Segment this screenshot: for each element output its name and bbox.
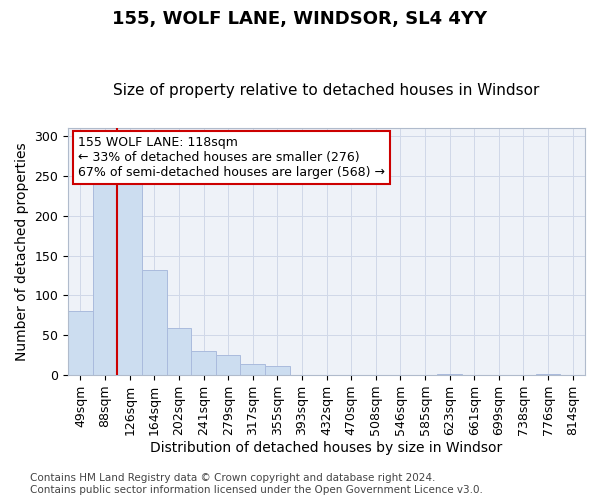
- Bar: [265, 366, 290, 375]
- Bar: [216, 355, 241, 375]
- Title: Size of property relative to detached houses in Windsor: Size of property relative to detached ho…: [113, 83, 540, 98]
- Text: 155 WOLF LANE: 118sqm
← 33% of detached houses are smaller (276)
67% of semi-det: 155 WOLF LANE: 118sqm ← 33% of detached …: [79, 136, 385, 178]
- Bar: [437, 374, 462, 375]
- Bar: [536, 374, 560, 375]
- Bar: [142, 270, 167, 375]
- Bar: [93, 176, 118, 375]
- Text: Contains HM Land Registry data © Crown copyright and database right 2024.
Contai: Contains HM Land Registry data © Crown c…: [30, 474, 483, 495]
- Bar: [118, 180, 142, 375]
- Text: 155, WOLF LANE, WINDSOR, SL4 4YY: 155, WOLF LANE, WINDSOR, SL4 4YY: [112, 10, 488, 28]
- Bar: [241, 364, 265, 375]
- Bar: [68, 312, 93, 375]
- X-axis label: Distribution of detached houses by size in Windsor: Distribution of detached houses by size …: [151, 441, 503, 455]
- Y-axis label: Number of detached properties: Number of detached properties: [15, 142, 29, 361]
- Bar: [167, 328, 191, 375]
- Bar: [191, 351, 216, 375]
